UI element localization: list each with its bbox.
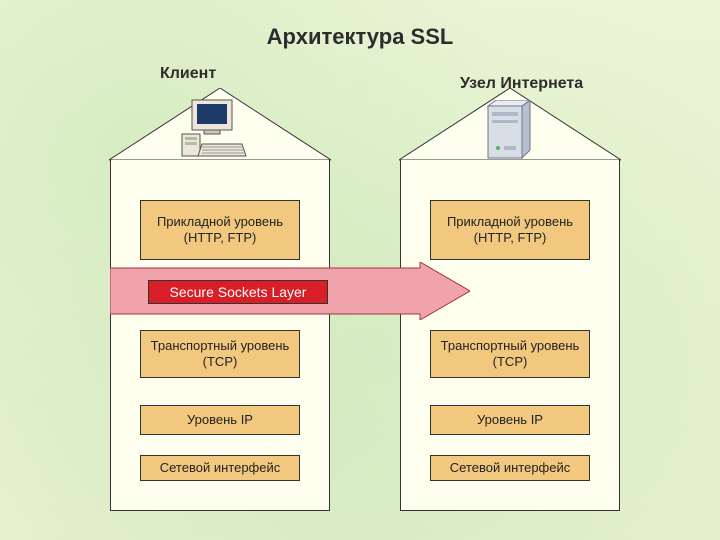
- page-title: Архитектура SSL: [0, 24, 720, 50]
- client-pc-icon: [180, 98, 250, 165]
- client-layer-ip: Уровень IP: [140, 405, 300, 435]
- server-layer-transport: Транспортный уровень (TCP): [430, 330, 590, 378]
- server-layer-app: Прикладной уровень (HTTP, FTP): [430, 200, 590, 260]
- client-layer-app: Прикладной уровень (HTTP, FTP): [140, 200, 300, 260]
- ssl-label: Secure Sockets Layer: [148, 280, 328, 304]
- server-layer-ip: Уровень IP: [430, 405, 590, 435]
- server-layer-net: Сетевой интерфейс: [430, 455, 590, 481]
- server-tower-icon: [480, 100, 536, 167]
- client-label: Клиент: [160, 65, 216, 83]
- client-layer-transport: Транспортный уровень (TCP): [140, 330, 300, 378]
- client-layer-net: Сетевой интерфейс: [140, 455, 300, 481]
